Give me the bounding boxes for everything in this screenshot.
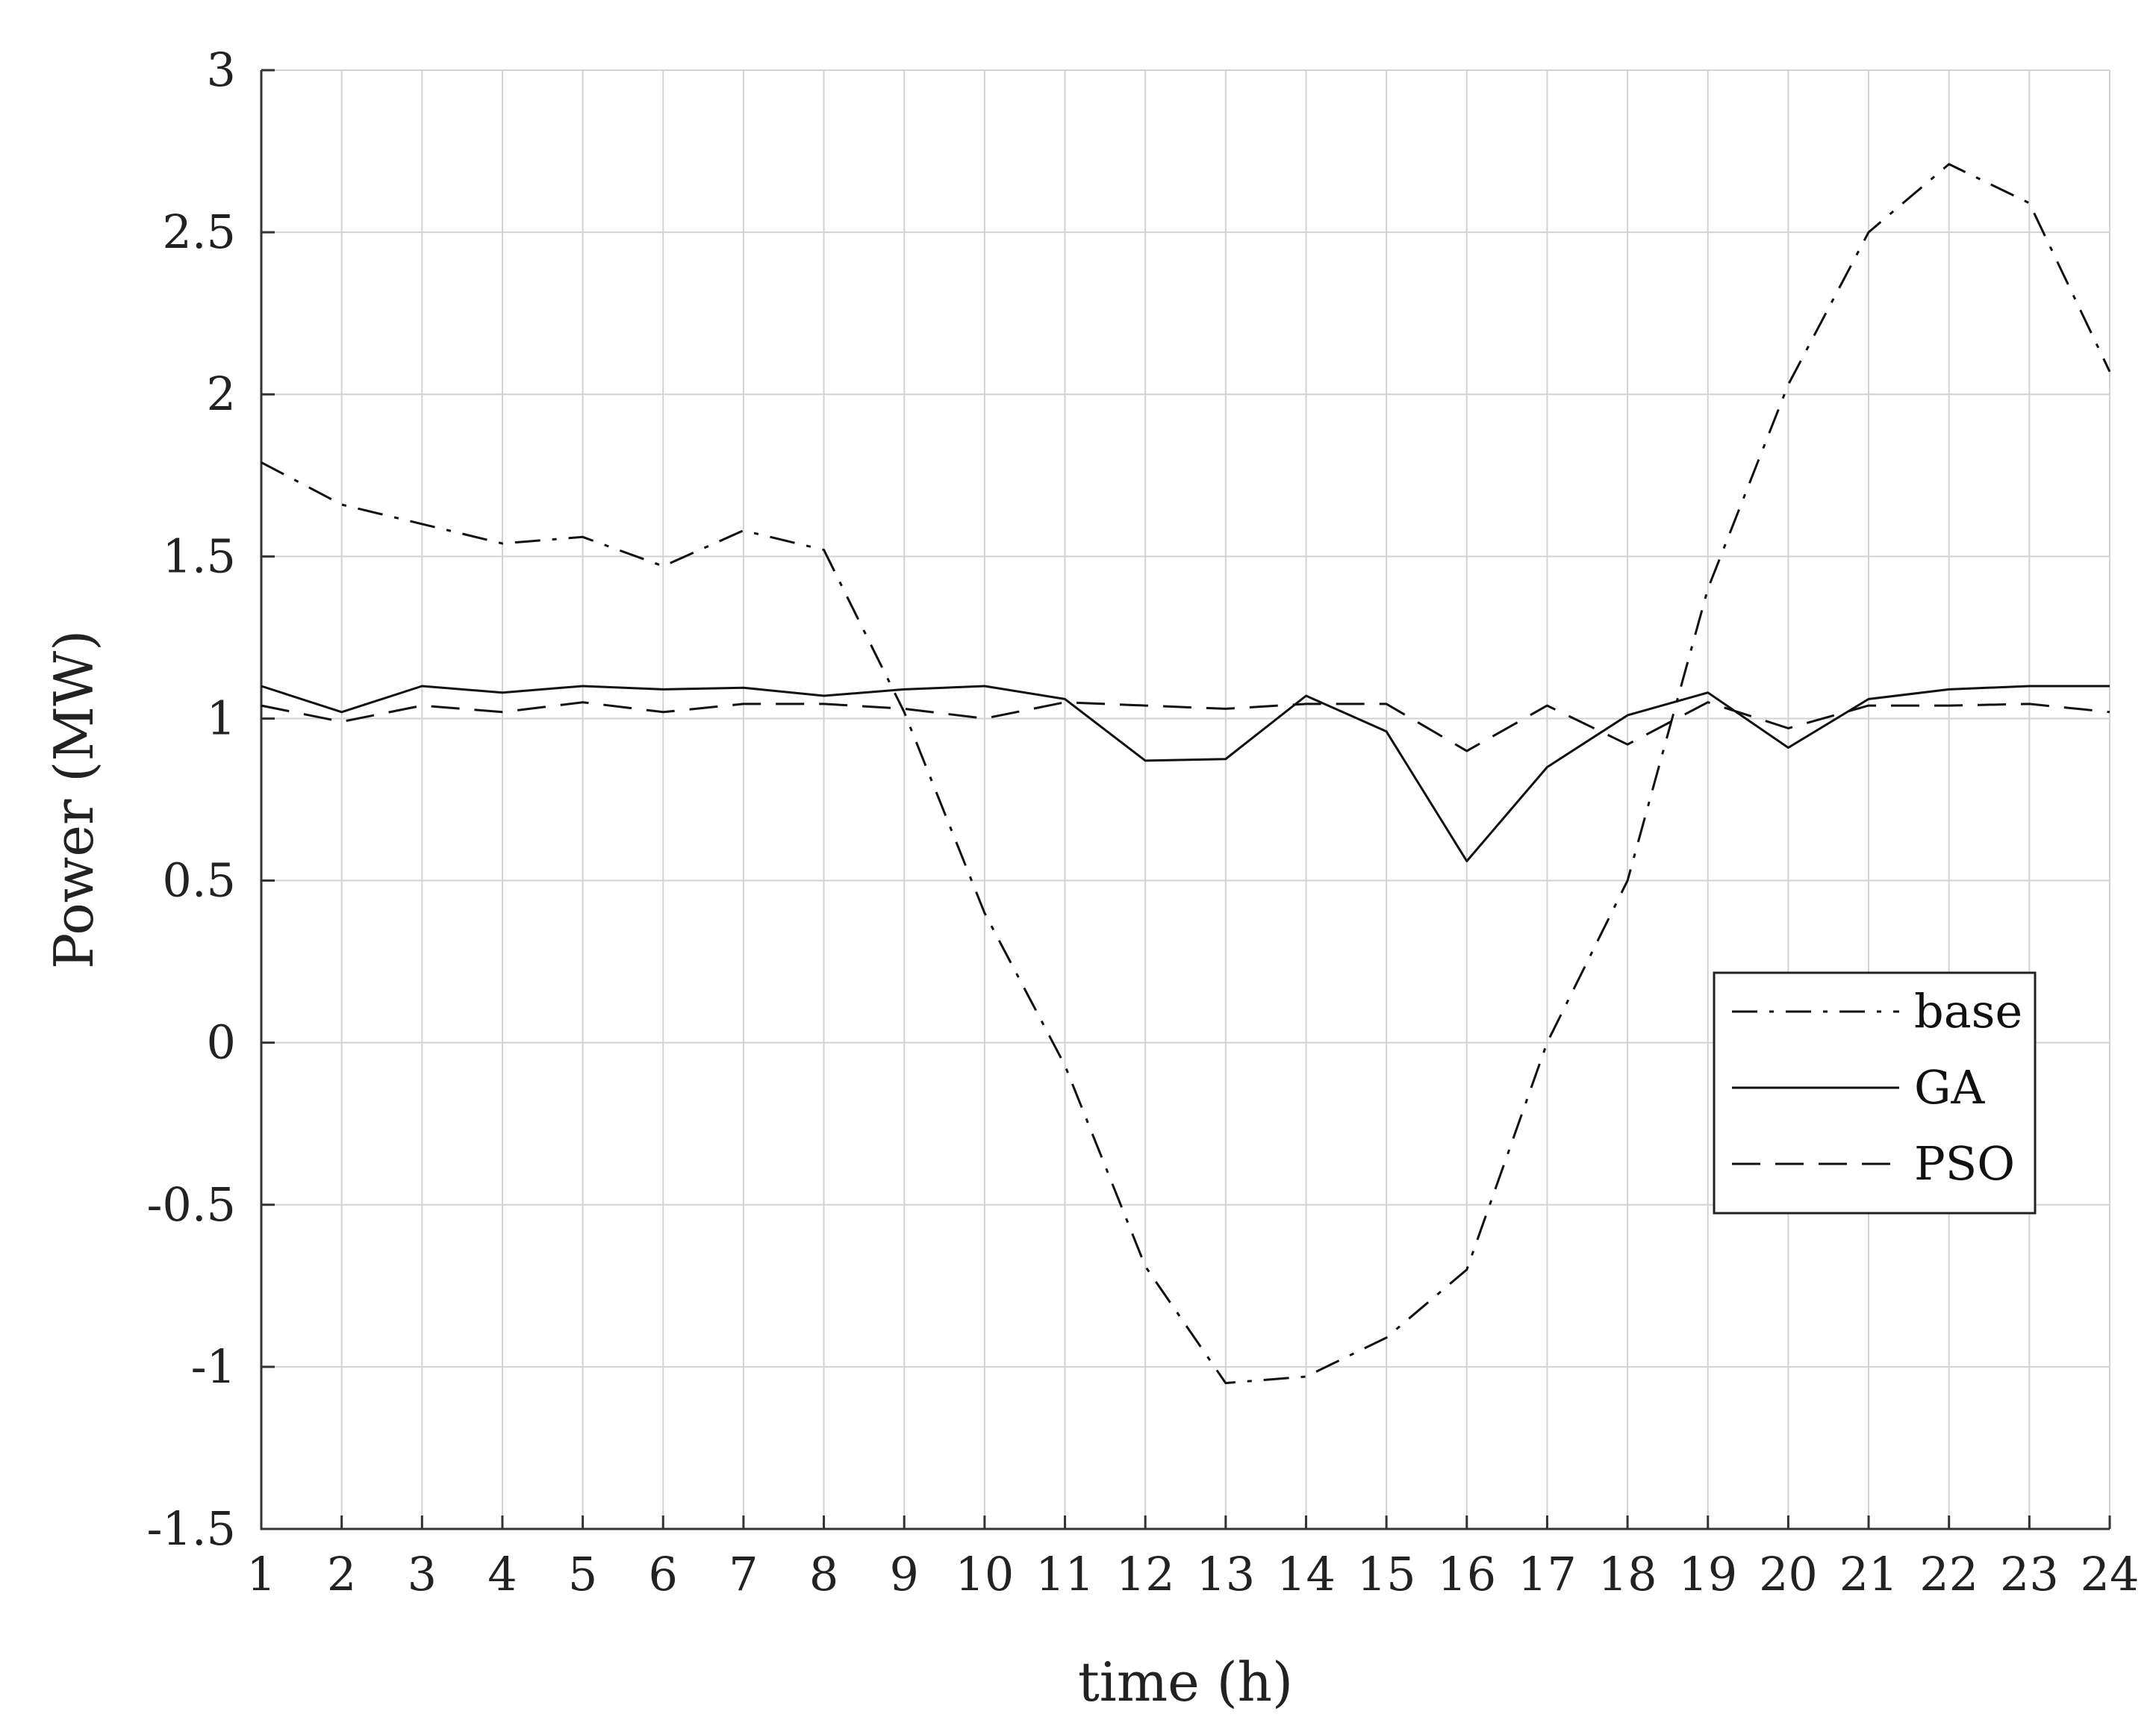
x-tick-label: 24 bbox=[2081, 1547, 2140, 1601]
legend: base GA PSO bbox=[1713, 971, 2037, 1215]
y-tick-label: -0.5 bbox=[146, 1177, 236, 1232]
axis-frame bbox=[260, 70, 2110, 1530]
x-tick-label: 4 bbox=[487, 1547, 517, 1601]
x-tick-labels: 1 2 3 4 5 6 7 8 9 10 11 12 13 14 15 16 17 18 19 20 21 22 23 24 bbox=[246, 1547, 2139, 1601]
x-tick-label: 20 bbox=[1759, 1547, 1818, 1601]
series-lines bbox=[261, 163, 2111, 1385]
x-tick-label: 16 bbox=[1437, 1547, 1496, 1601]
y-tick-label: 1.5 bbox=[162, 529, 236, 583]
axes bbox=[260, 69, 2111, 1530]
x-tick-label: 3 bbox=[408, 1547, 437, 1601]
legend-label-ga: GA bbox=[1914, 1060, 1986, 1115]
x-tick-label: 1 bbox=[246, 1547, 275, 1601]
x-tick-label: 19 bbox=[1678, 1547, 1737, 1601]
x-tick-label: 12 bbox=[1116, 1547, 1175, 1601]
legend-box bbox=[1713, 971, 2037, 1215]
x-tick-label: 18 bbox=[1598, 1547, 1657, 1601]
x-tick-label: 2 bbox=[327, 1547, 356, 1601]
y-tick-label: -1 bbox=[191, 1339, 236, 1394]
y-tick-label: 0.5 bbox=[162, 853, 236, 908]
y-tick-label: 2.5 bbox=[162, 205, 236, 259]
x-axis-title: time (h) bbox=[1078, 1651, 1293, 1713]
series-line-ga bbox=[261, 685, 2110, 862]
y-axis-title: Power (MW) bbox=[43, 630, 105, 969]
x-tick-label: 7 bbox=[729, 1547, 758, 1601]
y-tick-labels: 3 2.5 2 1.5 1 0.5 0 -0.5 -1 -1.5 bbox=[146, 43, 236, 1556]
y-tick-label: -1.5 bbox=[146, 1501, 236, 1556]
x-tick-label: 6 bbox=[649, 1547, 678, 1601]
y-tick-label: 3 bbox=[207, 43, 236, 97]
x-tick-label: 5 bbox=[568, 1547, 597, 1601]
y-tick-label: 0 bbox=[207, 1015, 236, 1070]
x-tick-label: 14 bbox=[1277, 1547, 1336, 1601]
x-tick-label: 9 bbox=[889, 1547, 918, 1601]
legend-label-pso: PSO bbox=[1914, 1136, 2015, 1191]
x-tick-label: 15 bbox=[1357, 1547, 1416, 1601]
x-tick-label: 21 bbox=[1839, 1547, 1898, 1601]
y-tick-label: 1 bbox=[207, 691, 236, 745]
x-tick-label: 17 bbox=[1518, 1547, 1577, 1601]
x-tick-label: 22 bbox=[1919, 1547, 1978, 1601]
series-line-base bbox=[261, 163, 2111, 1385]
grid bbox=[261, 69, 2110, 1530]
x-tick-label: 8 bbox=[809, 1547, 838, 1601]
series-line-pso bbox=[261, 701, 2110, 753]
x-tick-label: 23 bbox=[2000, 1547, 2059, 1601]
x-tick-label: 11 bbox=[1035, 1547, 1094, 1601]
y-tick-label: 2 bbox=[207, 367, 236, 421]
legend-label-base: base bbox=[1914, 984, 2022, 1038]
x-tick-label: 10 bbox=[955, 1547, 1014, 1601]
x-tick-label: 13 bbox=[1196, 1547, 1255, 1601]
